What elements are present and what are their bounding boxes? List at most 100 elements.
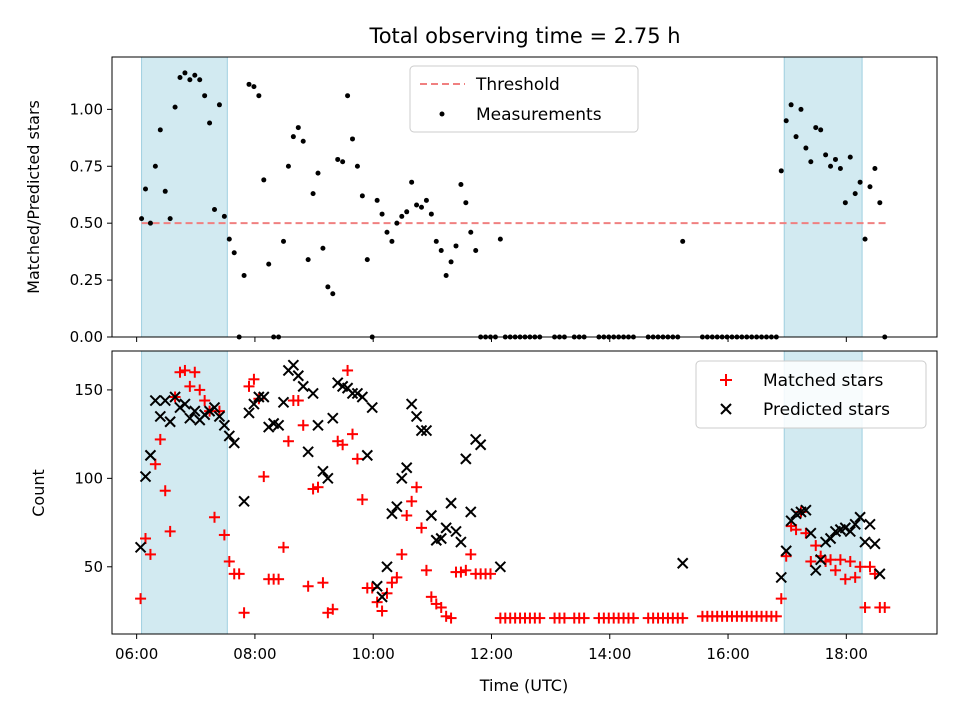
predicted-star-stroke bbox=[864, 518, 876, 531]
predicted-star-stroke bbox=[134, 541, 147, 554]
predicted-star-stroke bbox=[218, 419, 231, 431]
predicted-star-stroke bbox=[435, 532, 447, 545]
predicted-star-point bbox=[287, 359, 300, 371]
predicted-star-stroke bbox=[346, 387, 359, 400]
matched-star-point bbox=[356, 494, 368, 506]
top-y-tick-label: 1.00 bbox=[70, 100, 103, 118]
matched-star-point bbox=[144, 548, 156, 560]
predicted-star-stroke bbox=[869, 538, 881, 550]
matched-star-point bbox=[233, 568, 245, 580]
measurement-point bbox=[310, 191, 316, 197]
predicted-star-stroke bbox=[312, 419, 324, 431]
bottom-y-tick-label: 100 bbox=[74, 469, 103, 487]
measurement-point bbox=[364, 257, 370, 263]
predicted-star-stroke bbox=[336, 380, 349, 393]
predicted-star-point bbox=[396, 472, 408, 485]
top-y-tick-label: 0.50 bbox=[70, 214, 103, 232]
predicted-star-point bbox=[474, 439, 487, 451]
predicted-star-stroke bbox=[810, 564, 822, 577]
measurement-point bbox=[192, 72, 198, 78]
predicted-star-point bbox=[327, 412, 339, 424]
matched-star-point bbox=[805, 555, 817, 567]
matched-star-point bbox=[218, 529, 230, 541]
predicted-star-stroke bbox=[440, 522, 452, 534]
measurement-point bbox=[147, 220, 153, 226]
measurement-point bbox=[330, 291, 336, 297]
top-y-axis-label: Matched/Predicted stars bbox=[24, 100, 43, 294]
predicted-star-point bbox=[410, 410, 423, 423]
top-y-tick-label: 0.75 bbox=[70, 157, 103, 175]
predicted-star-stroke bbox=[297, 380, 309, 393]
measurement-point bbox=[497, 236, 503, 242]
measurement-point bbox=[803, 145, 809, 151]
predicted-stars-points bbox=[134, 359, 886, 603]
measurement-point bbox=[867, 184, 873, 190]
matched-star-point bbox=[844, 555, 856, 567]
predicted-star-stroke bbox=[805, 527, 817, 539]
predicted-star-stroke bbox=[154, 410, 167, 423]
predicted-star-stroke bbox=[169, 391, 181, 403]
predicted-star-stroke bbox=[149, 394, 162, 407]
measurement-point bbox=[285, 163, 291, 169]
predicted-star-point bbox=[455, 536, 467, 548]
predicted-star-point bbox=[465, 506, 477, 518]
predicted-star-stroke bbox=[179, 398, 191, 410]
matched-star-point bbox=[292, 395, 304, 407]
predicted-star-stroke bbox=[401, 462, 413, 474]
predicted-star-point bbox=[213, 410, 226, 423]
x-tick-label: 12:00 bbox=[470, 645, 513, 663]
measurement-point bbox=[300, 138, 306, 144]
predicted-star-point bbox=[874, 568, 886, 580]
top-legend: Threshold Measurements bbox=[409, 65, 639, 133]
predicted-star-point bbox=[814, 554, 827, 566]
top-axes-frame bbox=[111, 56, 938, 338]
measurement-point bbox=[340, 159, 346, 165]
matched-star-point bbox=[790, 524, 802, 536]
predicted-star-point bbox=[218, 419, 231, 431]
top-legend-box bbox=[409, 65, 639, 133]
matched-star-point bbox=[312, 481, 324, 493]
predicted-star-point bbox=[169, 391, 181, 403]
measurement-point bbox=[261, 177, 267, 183]
measurement-point bbox=[793, 134, 799, 140]
predicted-star-point bbox=[824, 532, 837, 545]
measurement-point bbox=[172, 104, 178, 110]
predicted-star-point bbox=[346, 387, 359, 400]
predicted-star-point bbox=[302, 446, 314, 458]
predicted-star-point bbox=[869, 538, 881, 550]
measurement-point bbox=[187, 77, 193, 83]
matched-star-point bbox=[248, 373, 260, 385]
x-tick-label: 16:00 bbox=[706, 645, 749, 663]
x-tick-label: 10:00 bbox=[352, 645, 395, 663]
predicted-star-stroke bbox=[238, 495, 250, 508]
measurement-point bbox=[813, 125, 819, 131]
matched-star-point bbox=[351, 453, 363, 465]
predicted-star-stroke bbox=[391, 500, 403, 513]
matched-star-point bbox=[435, 601, 447, 613]
measurement-point bbox=[354, 163, 360, 169]
measurement-point bbox=[680, 238, 686, 244]
matched-star-point bbox=[347, 428, 359, 440]
matched-star-point bbox=[465, 548, 477, 560]
measurement-point bbox=[837, 166, 843, 172]
predicted-star-point bbox=[371, 580, 383, 592]
measurement-point bbox=[374, 197, 380, 203]
predicted-star-point bbox=[164, 416, 176, 428]
matched-star-point bbox=[273, 573, 285, 585]
matched-star-point bbox=[445, 612, 457, 624]
measurement-point bbox=[315, 170, 321, 176]
measurement-point bbox=[216, 102, 222, 108]
predicted-star-stroke bbox=[356, 391, 369, 403]
matched-star-point bbox=[420, 564, 432, 576]
predicted-star-point bbox=[854, 511, 866, 523]
x-tick-label: 14:00 bbox=[588, 645, 631, 663]
matched-stars-points bbox=[135, 364, 891, 624]
x-tick-label: 18:00 bbox=[825, 645, 868, 663]
predicted-star-stroke bbox=[460, 453, 472, 465]
predicted-star-point bbox=[805, 527, 817, 539]
measurement-point bbox=[251, 84, 257, 90]
predicted-star-stroke bbox=[371, 580, 383, 592]
legend-measurements-swatch bbox=[439, 111, 445, 117]
matched-star-point bbox=[810, 540, 822, 552]
